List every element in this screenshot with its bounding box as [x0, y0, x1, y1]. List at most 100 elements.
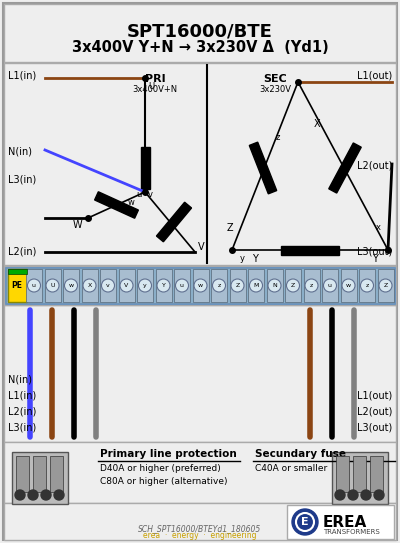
- Text: 3x400V+N: 3x400V+N: [132, 85, 178, 94]
- Text: C80A or higher (alternative): C80A or higher (alternative): [100, 477, 228, 486]
- Bar: [4, 503, 396, 540]
- Text: u: u: [137, 190, 142, 199]
- Bar: [230, 269, 246, 302]
- Text: V: V: [124, 283, 129, 288]
- Bar: [26, 269, 42, 302]
- Bar: [8, 269, 27, 274]
- Bar: [266, 269, 282, 302]
- Bar: [137, 269, 153, 302]
- Circle shape: [379, 279, 392, 292]
- Bar: [248, 269, 264, 302]
- Text: X: X: [87, 283, 92, 288]
- Text: z: z: [276, 132, 280, 142]
- Text: L2(in): L2(in): [8, 246, 36, 256]
- Text: L1(in): L1(in): [8, 391, 36, 401]
- Text: L3(in): L3(in): [8, 423, 36, 433]
- Circle shape: [28, 490, 38, 500]
- Text: y: y: [240, 254, 245, 263]
- Text: w: w: [68, 283, 74, 288]
- Circle shape: [292, 509, 318, 535]
- Circle shape: [348, 490, 358, 500]
- Text: Primary line protection: Primary line protection: [100, 449, 237, 459]
- Circle shape: [28, 279, 40, 292]
- Text: L1(out): L1(out): [357, 71, 392, 81]
- Text: Z: Z: [227, 223, 234, 233]
- Text: 3x400V Y+N → 3x230V Δ  (Yd1): 3x400V Y+N → 3x230V Δ (Yd1): [72, 40, 328, 55]
- Bar: [6, 268, 394, 303]
- Bar: [211, 269, 227, 302]
- Text: N(in): N(in): [8, 146, 32, 156]
- Text: SEC: SEC: [263, 74, 287, 84]
- Bar: [322, 269, 338, 302]
- Bar: [329, 143, 361, 193]
- Text: z: z: [365, 283, 369, 288]
- Text: L2(out): L2(out): [357, 407, 392, 417]
- Text: EREA: EREA: [323, 515, 367, 530]
- Circle shape: [176, 279, 188, 292]
- Bar: [44, 269, 60, 302]
- Text: PE: PE: [12, 281, 22, 290]
- Bar: [16, 456, 29, 492]
- Bar: [156, 269, 172, 302]
- Text: L3(out): L3(out): [357, 246, 392, 256]
- Text: U: U: [148, 82, 154, 91]
- Bar: [336, 456, 349, 492]
- Bar: [340, 269, 356, 302]
- Bar: [63, 269, 79, 302]
- Text: L3(in): L3(in): [8, 175, 36, 185]
- Bar: [174, 269, 190, 302]
- Circle shape: [15, 490, 25, 500]
- Text: U: U: [50, 283, 55, 288]
- Text: M: M: [253, 283, 259, 288]
- Bar: [353, 456, 366, 492]
- Text: u: u: [32, 283, 36, 288]
- Bar: [82, 269, 98, 302]
- Bar: [332, 452, 388, 504]
- Circle shape: [231, 279, 244, 292]
- Text: W: W: [72, 220, 82, 230]
- Text: 3x230V: 3x230V: [259, 85, 291, 94]
- Circle shape: [250, 279, 262, 292]
- Text: Y: Y: [252, 254, 258, 264]
- Bar: [304, 269, 320, 302]
- Text: v: v: [106, 283, 110, 288]
- Text: erea  ·  energy  ·  engineering: erea · energy · engineering: [143, 531, 257, 540]
- Circle shape: [286, 279, 300, 292]
- Bar: [95, 192, 138, 218]
- Text: v: v: [148, 190, 153, 199]
- Text: X: X: [314, 119, 321, 129]
- Circle shape: [157, 279, 170, 292]
- Text: SPT16000/BTE: SPT16000/BTE: [127, 22, 273, 40]
- Text: V: V: [198, 242, 205, 252]
- Text: L1(out): L1(out): [357, 391, 392, 401]
- Text: D40A or higher (preferred): D40A or higher (preferred): [100, 464, 221, 473]
- Bar: [4, 63, 396, 265]
- Circle shape: [64, 279, 78, 292]
- Text: L2(out): L2(out): [357, 160, 392, 170]
- Circle shape: [46, 279, 59, 292]
- Text: SCH_SPT16000/BTEYd1_180605: SCH_SPT16000/BTEYd1_180605: [138, 524, 262, 533]
- Text: w: w: [128, 198, 135, 207]
- Bar: [281, 245, 339, 255]
- Text: L2(in): L2(in): [8, 407, 36, 417]
- Text: Y: Y: [372, 254, 378, 264]
- Text: Secundary fuse: Secundary fuse: [255, 449, 346, 459]
- Circle shape: [102, 279, 114, 292]
- Text: Z: Z: [291, 283, 295, 288]
- Text: PRI: PRI: [145, 74, 165, 84]
- Text: Y: Y: [162, 283, 166, 288]
- Bar: [4, 305, 396, 442]
- Bar: [249, 142, 277, 194]
- Bar: [8, 269, 27, 302]
- Circle shape: [361, 490, 371, 500]
- Circle shape: [41, 490, 51, 500]
- Bar: [4, 442, 396, 503]
- Bar: [370, 456, 383, 492]
- Bar: [50, 456, 63, 492]
- Bar: [140, 147, 150, 189]
- Circle shape: [324, 279, 336, 292]
- Text: N: N: [272, 283, 277, 288]
- Bar: [118, 269, 134, 302]
- Circle shape: [212, 279, 226, 292]
- Text: z: z: [310, 283, 313, 288]
